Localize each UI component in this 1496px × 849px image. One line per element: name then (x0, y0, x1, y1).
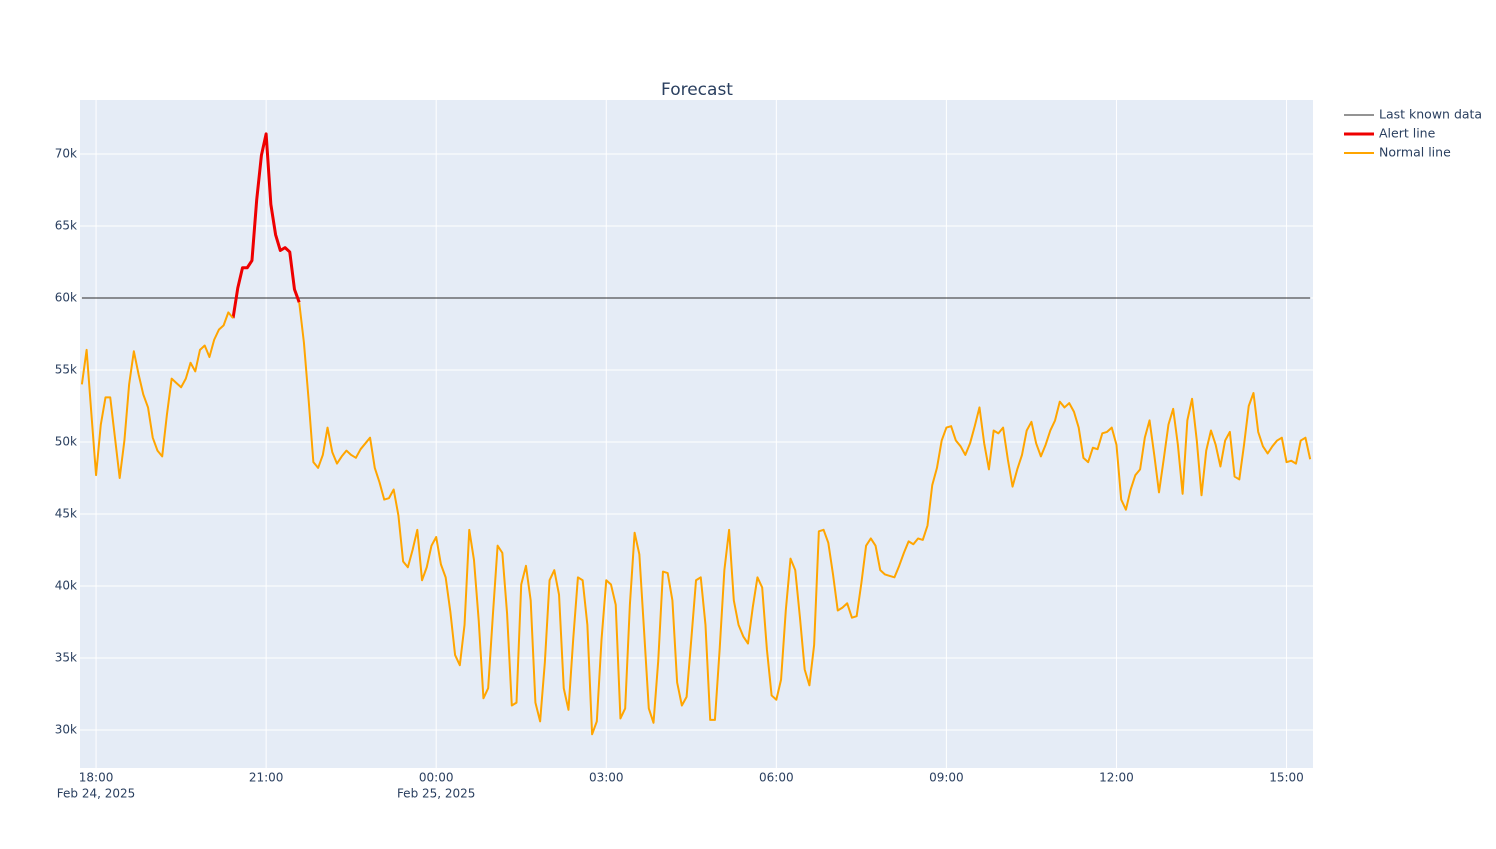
x-tick-label: 21:00 (249, 771, 284, 785)
x-tick-label: 03:00 (589, 771, 624, 785)
legend-label: Normal line (1379, 145, 1451, 160)
y-tick-label: 70k (55, 146, 77, 160)
plot-area (80, 100, 1313, 768)
y-tick-label: 65k (55, 218, 77, 232)
x-tick-label: 09:00 (929, 771, 964, 785)
x-tick-date: Feb 25, 2025 (397, 787, 476, 801)
x-tick-date: Feb 24, 2025 (57, 787, 136, 801)
y-tick-label: 40k (55, 578, 77, 592)
x-tick-label: 15:00 (1269, 771, 1304, 785)
chart-title: Forecast (661, 80, 733, 100)
series-line (231, 132, 301, 319)
y-tick-label: 50k (55, 434, 77, 448)
series-line (80, 311, 234, 479)
y-tick-label: 35k (55, 650, 77, 664)
y-tick-label: 55k (55, 362, 77, 376)
x-tick-label: 12:00 (1099, 771, 1134, 785)
legend-label: Last known data (1379, 107, 1482, 122)
y-tick-label: 60k (55, 290, 77, 304)
legend-label: Alert line (1379, 126, 1436, 141)
series-line (298, 302, 1312, 736)
y-tick-label: 45k (55, 506, 77, 520)
x-tick-label: 00:00 (419, 771, 454, 785)
x-tick-label: 18:00 (79, 771, 114, 785)
x-tick-label: 06:00 (759, 771, 794, 785)
y-tick-label: 30k (55, 722, 77, 736)
